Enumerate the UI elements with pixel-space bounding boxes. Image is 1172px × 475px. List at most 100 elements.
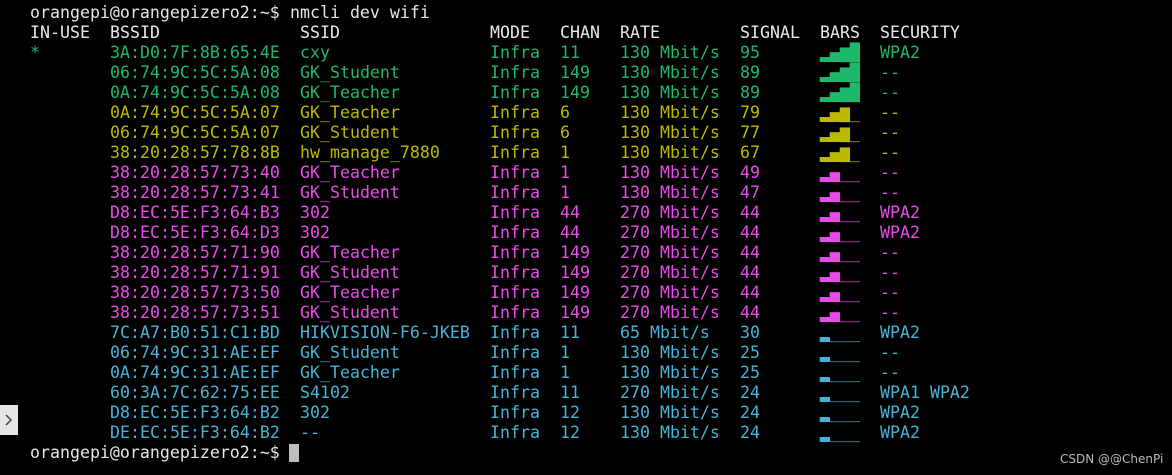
rate: 270 Mbit/s xyxy=(620,283,720,302)
bars: ▂___ xyxy=(820,363,860,382)
bssid: 0A:74:9C:5C:5A:07 xyxy=(110,103,280,122)
bars: ▂▄__ xyxy=(820,203,860,222)
ssid: 302 xyxy=(300,403,330,422)
bssid: DE:EC:5E:F3:64:B2 xyxy=(110,423,280,442)
rate: 270 Mbit/s xyxy=(620,223,720,242)
rate: 130 Mbit/s xyxy=(620,83,720,102)
security: -- xyxy=(880,263,900,282)
chan: 149 xyxy=(560,283,590,302)
security: -- xyxy=(880,303,900,322)
chan: 149 xyxy=(560,83,590,102)
signal: 44 xyxy=(740,203,760,222)
signal: 25 xyxy=(740,363,760,382)
security: WPA2 xyxy=(880,423,920,442)
signal: 44 xyxy=(740,303,760,322)
bars: ▂___ xyxy=(820,423,860,442)
rate: 130 Mbit/s xyxy=(620,143,720,162)
rate: 130 Mbit/s xyxy=(620,363,720,382)
security: -- xyxy=(880,243,900,262)
security: -- xyxy=(880,283,900,302)
rate: 270 Mbit/s xyxy=(620,263,720,282)
mode: Infra xyxy=(490,383,540,402)
mode: Infra xyxy=(490,103,540,122)
bars: ▂▄▆█ xyxy=(820,63,860,82)
bssid: 38:20:28:57:73:50 xyxy=(110,283,280,302)
rate: 130 Mbit/s xyxy=(620,123,720,142)
ssid: GK_Teacher xyxy=(300,83,400,102)
column-header: SSID xyxy=(300,23,340,42)
signal: 95 xyxy=(740,43,760,62)
mode: Infra xyxy=(490,63,540,82)
signal: 47 xyxy=(740,183,760,202)
chan: 1 xyxy=(560,343,570,362)
command: nmcli dev wifi xyxy=(290,3,430,22)
bssid: 0A:74:9C:31:AE:EF xyxy=(110,363,280,382)
ssid: -- xyxy=(300,423,320,442)
column-header: IN-USE xyxy=(30,23,90,42)
chan: 1 xyxy=(560,163,570,182)
bssid: D8:EC:5E:F3:64:B3 xyxy=(110,203,280,222)
security: WPA1 WPA2 xyxy=(880,383,970,402)
ssid: GK_Student xyxy=(300,63,400,82)
column-header: BARS xyxy=(820,23,860,42)
chan: 1 xyxy=(560,363,570,382)
bssid: 60:3A:7C:62:75:EE xyxy=(110,383,280,402)
mode: Infra xyxy=(490,303,540,322)
ssid: GK_Teacher xyxy=(300,163,400,182)
signal: 77 xyxy=(740,123,760,142)
chan: 12 xyxy=(560,423,580,442)
scroll-tab[interactable] xyxy=(0,405,18,435)
signal: 30 xyxy=(740,323,760,342)
bssid: 38:20:28:57:71:90 xyxy=(110,243,280,262)
chan: 11 xyxy=(560,323,580,342)
mode: Infra xyxy=(490,283,540,302)
rate: 130 Mbit/s xyxy=(620,343,720,362)
column-header: SECURITY xyxy=(880,23,960,42)
column-header: CHAN xyxy=(560,23,600,42)
ssid: S4102 xyxy=(300,383,350,402)
bssid: 06:74:9C:5C:5A:07 xyxy=(110,123,280,142)
bars: ▂▄__ xyxy=(820,163,860,182)
bssid: 38:20:28:57:71:91 xyxy=(110,263,280,282)
bssid: D8:EC:5E:F3:64:B2 xyxy=(110,403,280,422)
arrow-icon xyxy=(5,414,13,426)
signal: 44 xyxy=(740,243,760,262)
mode: Infra xyxy=(490,83,540,102)
ssid: 302 xyxy=(300,203,330,222)
rate: 130 Mbit/s xyxy=(620,43,720,62)
bssid: 3A:D0:7F:8B:65:4E xyxy=(110,43,280,62)
mode: Infra xyxy=(490,43,540,62)
bars: ▂___ xyxy=(820,383,860,402)
ssid: GK_Student xyxy=(300,263,400,282)
bars: ▂▄▆█ xyxy=(820,83,860,102)
signal: 44 xyxy=(740,223,760,242)
prompt: orangepi@orangepizero2:~$ xyxy=(30,443,280,462)
bssid: 38:20:28:57:78:8B xyxy=(110,143,280,162)
bars: ▂___ xyxy=(820,343,860,362)
chan: 6 xyxy=(560,123,570,142)
mode: Infra xyxy=(490,243,540,262)
ssid: 302 xyxy=(300,223,330,242)
mode: Infra xyxy=(490,363,540,382)
ssid: cxy xyxy=(300,43,330,62)
signal: 24 xyxy=(740,383,760,402)
rate: 65 Mbit/s xyxy=(620,323,710,342)
security: -- xyxy=(880,363,900,382)
chan: 11 xyxy=(560,43,580,62)
chan: 149 xyxy=(560,63,590,82)
chan: 1 xyxy=(560,183,570,202)
bars: ▂▄▆_ xyxy=(820,103,860,122)
watermark: CSDN @@ChenPi xyxy=(1060,452,1164,466)
rate: 270 Mbit/s xyxy=(620,383,720,402)
bars: ▂▄__ xyxy=(820,263,860,282)
mode: Infra xyxy=(490,183,540,202)
security: -- xyxy=(880,83,900,102)
bars: ▂▄__ xyxy=(820,223,860,242)
signal: 25 xyxy=(740,343,760,362)
chan: 6 xyxy=(560,103,570,122)
bars: ▂___ xyxy=(820,403,860,422)
chan: 149 xyxy=(560,303,590,322)
security: -- xyxy=(880,103,900,122)
signal: 89 xyxy=(740,63,760,82)
